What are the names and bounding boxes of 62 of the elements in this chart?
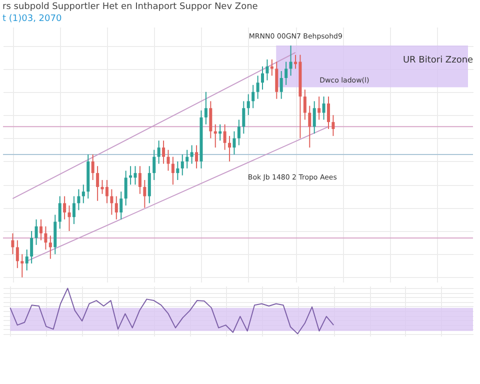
candlestick (280, 70, 283, 100)
candlestick (209, 100, 212, 139)
candlestick (261, 66, 264, 90)
candlestick (237, 119, 240, 146)
candlestick (246, 94, 250, 116)
candlestick (308, 105, 312, 148)
candlestick (232, 130, 236, 155)
candlestick (72, 196, 76, 225)
text: UR Bitori Zzone (402, 55, 474, 66)
candlestick (143, 180, 146, 208)
candlestick (204, 91, 208, 125)
candlestick (223, 124, 226, 150)
candlestick (25, 249, 28, 271)
candlestick (63, 196, 66, 220)
candlestick (11, 232, 14, 255)
candlestick (16, 240, 19, 269)
candlestick (242, 100, 246, 134)
candlestick (312, 100, 316, 134)
candlestick (114, 196, 118, 220)
candlestick (157, 140, 160, 164)
candlestick (110, 188, 114, 216)
candlestick (186, 149, 189, 169)
candlestick (266, 58, 269, 81)
candlestick (105, 180, 108, 204)
candlestick (180, 154, 184, 176)
candlestick (20, 254, 24, 278)
candlestick (289, 45, 292, 76)
candlestick (176, 160, 180, 180)
candlestick (148, 166, 151, 204)
candlestick (44, 226, 48, 250)
candlestick (322, 96, 326, 120)
candlestick (252, 84, 255, 109)
candlestick (303, 89, 306, 120)
candlestick (228, 135, 232, 162)
candlestick (152, 149, 156, 180)
candlestick (256, 75, 260, 100)
candlestick (138, 166, 142, 194)
chart-title: rs subpold Supportler Het en Inthaport Suppor Nev Zone (2, 2, 258, 12)
candlestick (166, 149, 170, 172)
candlestick (91, 154, 94, 180)
candlestick (171, 156, 174, 186)
chart-subtitle: t (1)03, 2070 (2, 14, 62, 24)
candlestick (77, 188, 80, 211)
candlestick (332, 114, 335, 136)
candlestick (275, 61, 278, 100)
candlestick (326, 96, 330, 130)
candlestick (39, 218, 42, 241)
candlestick (34, 218, 38, 246)
candlestick (58, 196, 62, 230)
candlestick (134, 166, 137, 186)
candlestick (82, 184, 85, 204)
candlestick (48, 235, 52, 260)
candlestick (68, 205, 71, 232)
candlestick (124, 170, 128, 206)
candlestick (195, 144, 198, 169)
candlestick (30, 230, 34, 264)
candlestick (162, 140, 166, 164)
candlestick (96, 166, 100, 202)
candlestick (284, 61, 288, 86)
candlestick (190, 144, 194, 164)
candlestick (318, 96, 321, 120)
candlestick (120, 191, 123, 220)
